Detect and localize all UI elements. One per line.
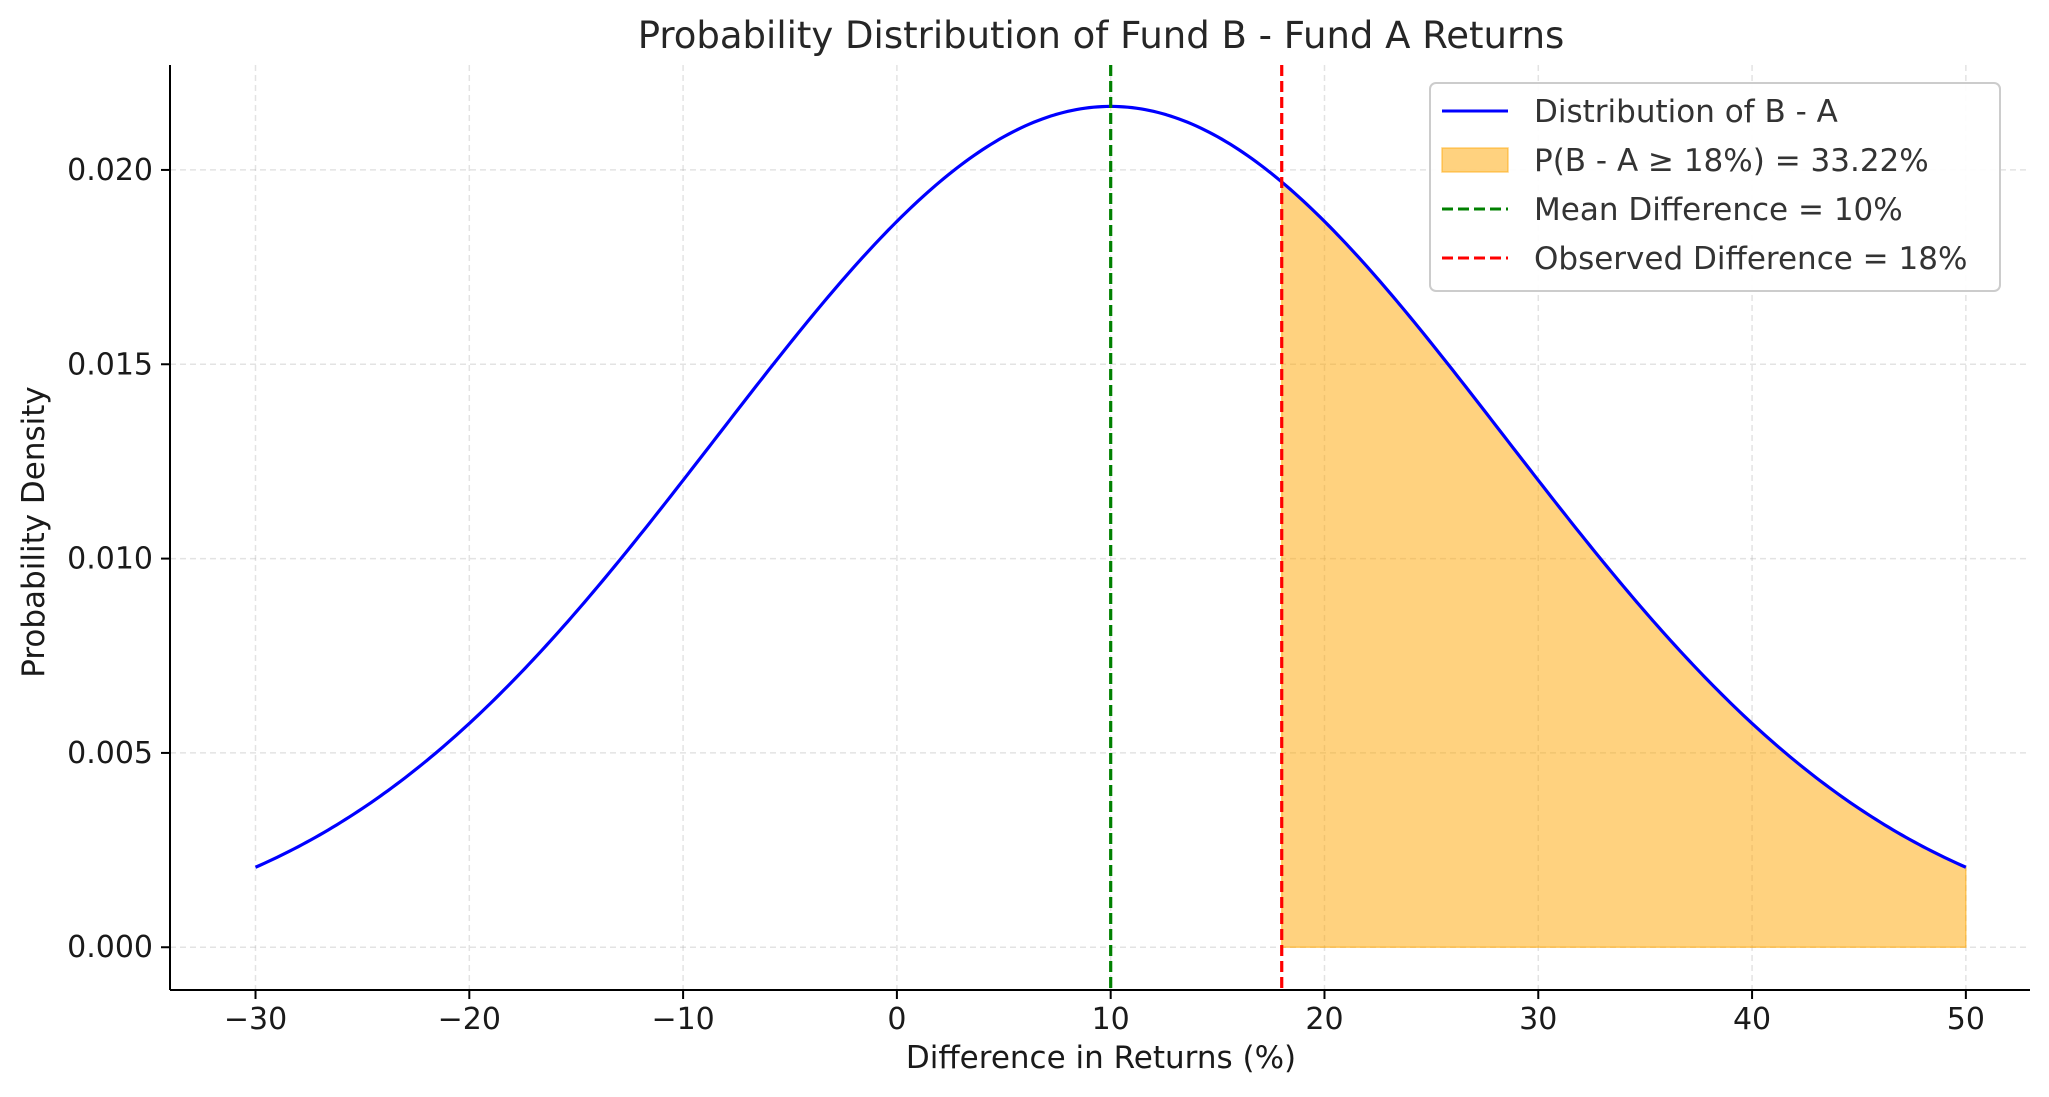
x-tick-label: 20 bbox=[1305, 1002, 1343, 1037]
legend-patch-swatch-shaded bbox=[1441, 147, 1509, 173]
x-tick-label: 50 bbox=[1947, 1002, 1985, 1037]
x-axis-label: Difference in Returns (%) bbox=[906, 1040, 1296, 1076]
x-tick-label: 0 bbox=[887, 1002, 906, 1037]
legend-label-mean: Mean Difference = 10% bbox=[1534, 192, 1903, 228]
y-tick-label: 0.000 bbox=[67, 930, 153, 965]
x-tick-label: 40 bbox=[1733, 1002, 1771, 1037]
shaded-region-layer bbox=[1280, 180, 1967, 948]
x-tick-label: 30 bbox=[1519, 1002, 1557, 1037]
y-tick-label: 0.005 bbox=[67, 736, 153, 771]
reference-lines bbox=[1109, 65, 1284, 990]
chart-title: Probability Distribution of Fund B - Fun… bbox=[638, 14, 1565, 57]
y-axis-label: Probability Density bbox=[16, 386, 52, 678]
legend-label-distribution: Distribution of B - A bbox=[1534, 94, 1838, 130]
legend-label-observed: Observed Difference = 18% bbox=[1534, 241, 1967, 277]
x-ticks: −30 −20 −10 0 10 20 30 40 50 bbox=[224, 990, 1985, 1037]
y-tick-label: 0.010 bbox=[67, 542, 153, 577]
shaded-probability-area bbox=[1280, 180, 1967, 948]
x-tick-label: −30 bbox=[224, 1002, 287, 1037]
legend: Distribution of B - A P(B - A ≥ 18%) = 3… bbox=[1429, 82, 2001, 292]
legend-label-shaded: P(B - A ≥ 18%) = 33.22% bbox=[1534, 143, 1929, 179]
y-tick-label: 0.020 bbox=[67, 153, 153, 188]
x-tick-label: −20 bbox=[438, 1002, 501, 1037]
y-tick-label: 0.015 bbox=[67, 347, 153, 382]
axes bbox=[169, 65, 2030, 991]
y-ticks: 0.000 0.005 0.010 0.015 0.020 bbox=[67, 153, 170, 965]
legend-frame bbox=[1429, 82, 2001, 292]
x-tick-label: 10 bbox=[1092, 1002, 1130, 1037]
x-tick-label: −10 bbox=[651, 1002, 714, 1037]
